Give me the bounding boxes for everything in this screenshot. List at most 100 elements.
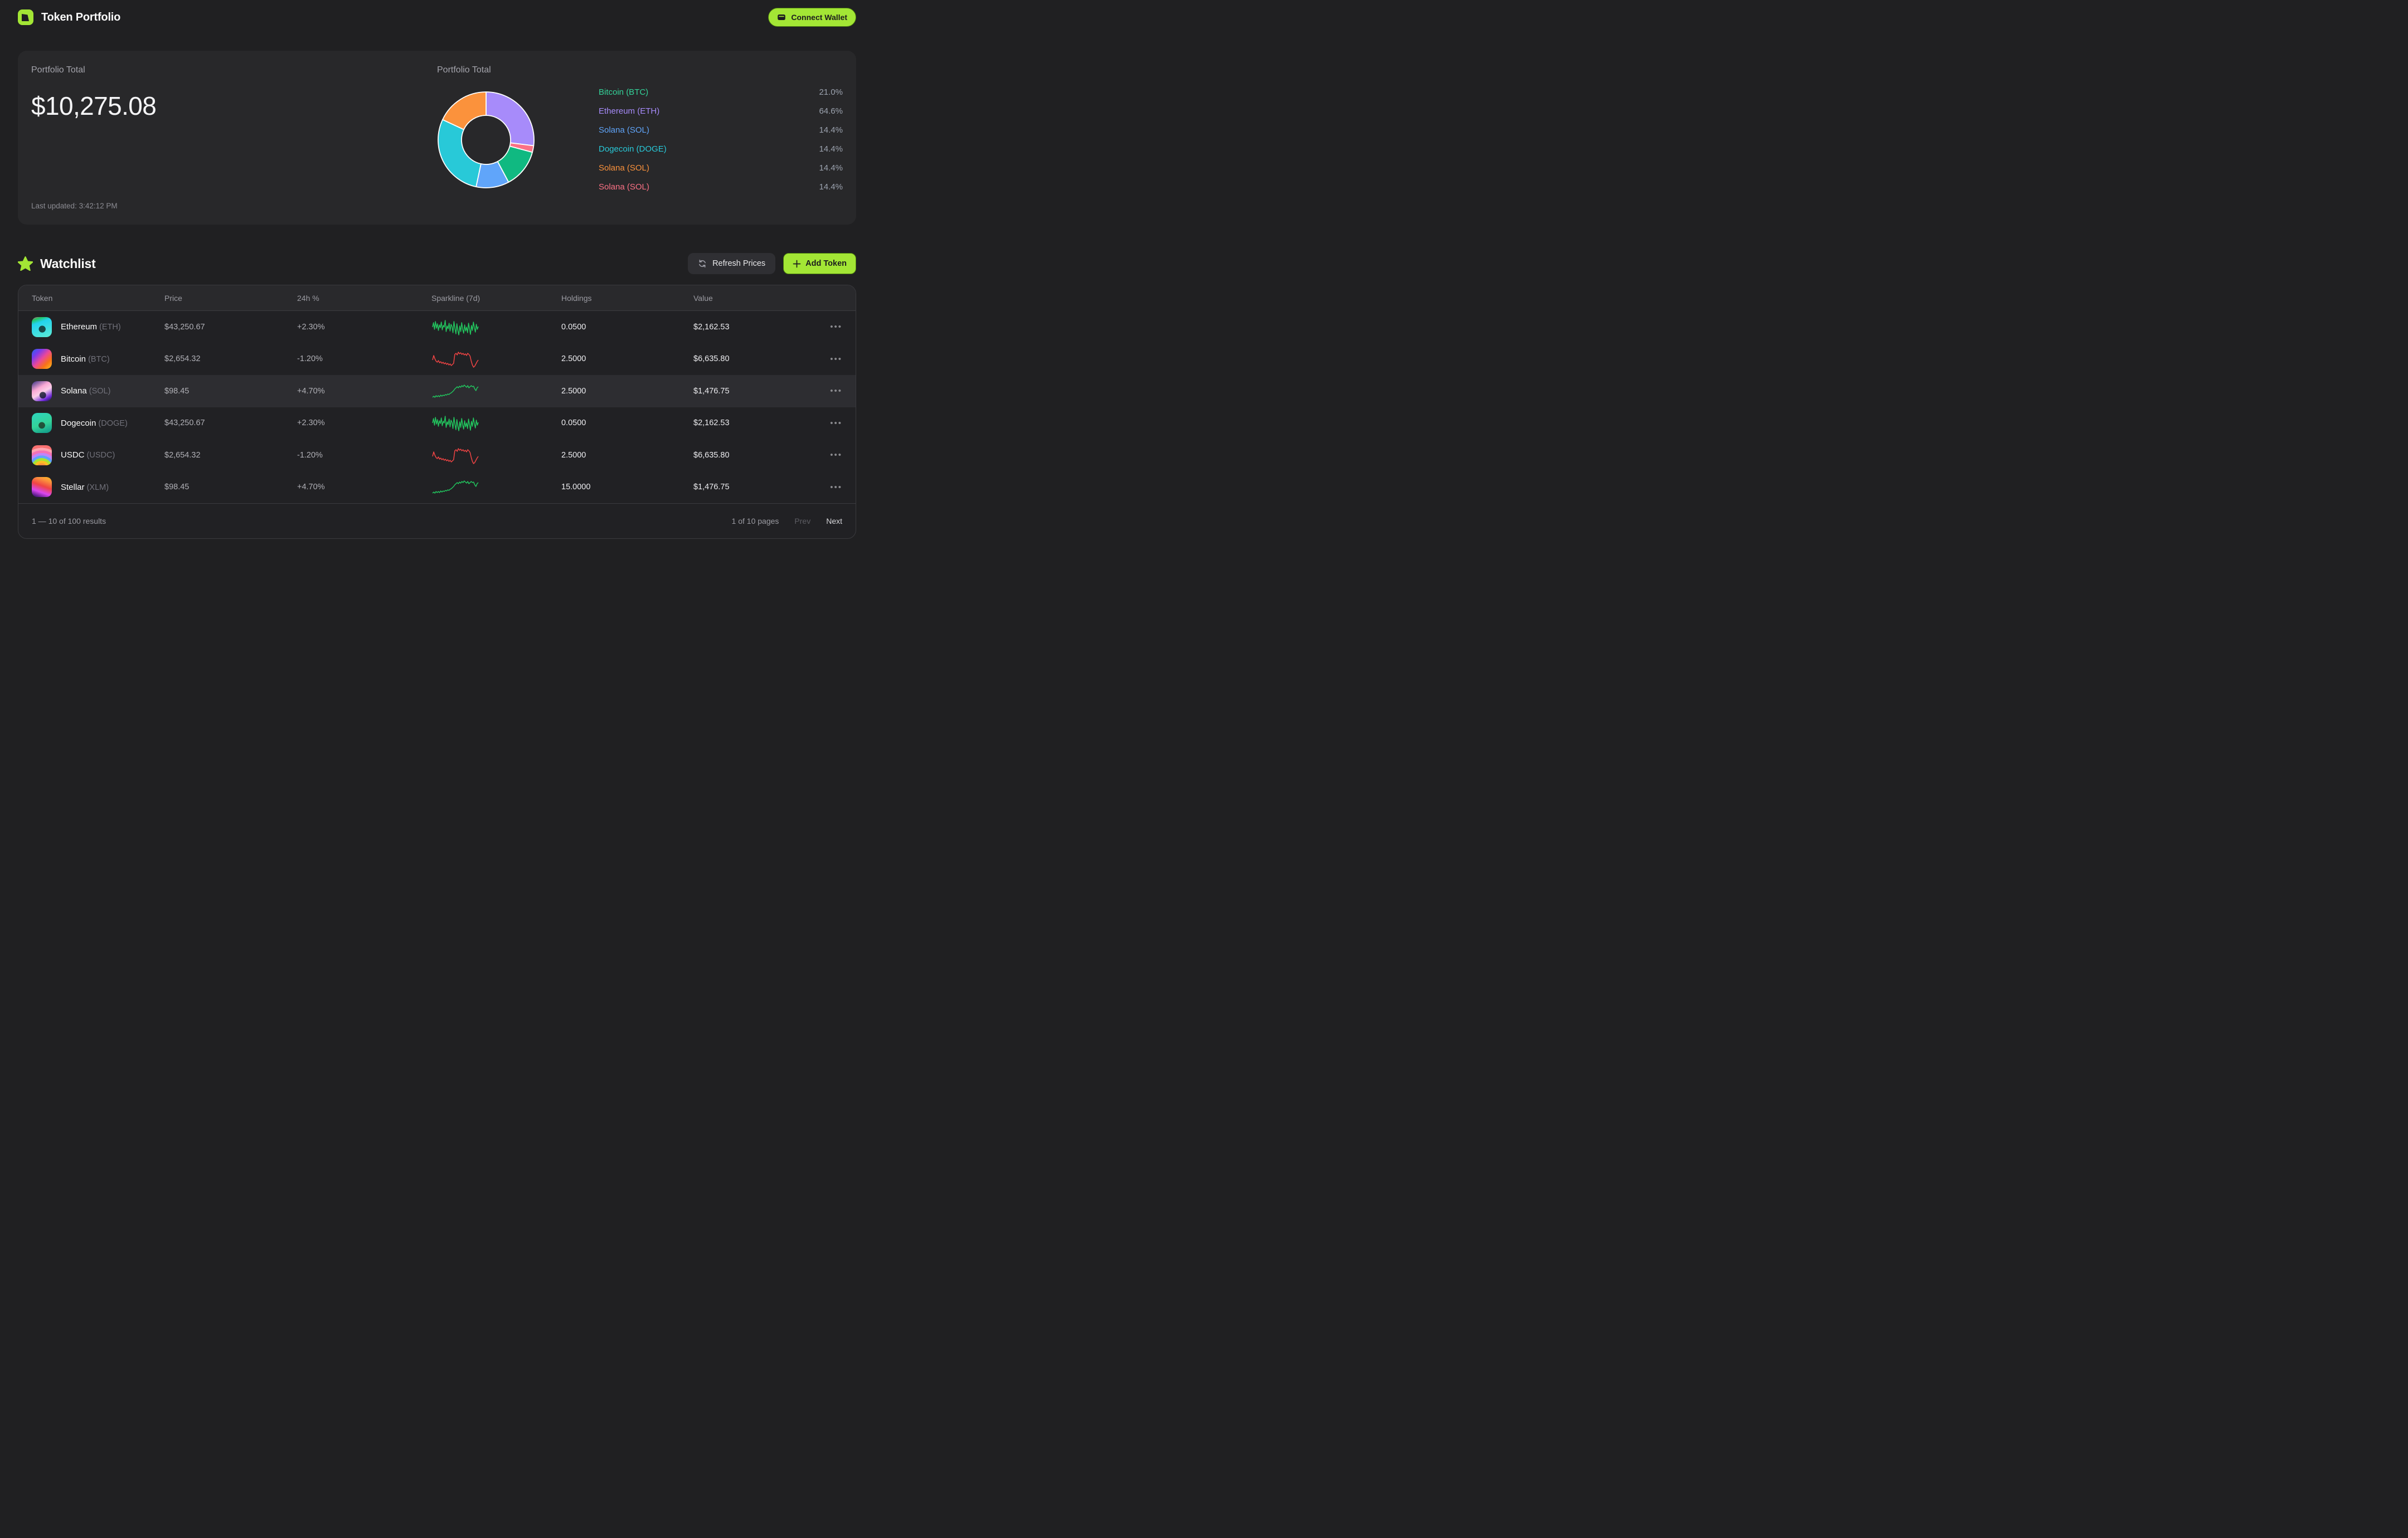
row-menu-button[interactable] <box>830 451 842 459</box>
legend-item: Ethereum (ETH) 64.6% <box>599 106 843 116</box>
watchlist-header: Watchlist Refresh Prices Add Token <box>18 252 856 275</box>
chart-legend: Bitcoin (BTC) 21.0% Ethereum (ETH) 64.6%… <box>599 87 843 192</box>
page-title: Token Portfolio <box>41 11 121 23</box>
token-24h-change: +2.30% <box>297 418 325 428</box>
legend-percent: 21.0% <box>819 87 843 97</box>
token-value: $1,476.75 <box>693 386 730 396</box>
table-row[interactable]: Bitcoin (BTC) $2,654.32 -1.20% 2.5000 $6… <box>18 343 856 376</box>
portfolio-summary-card: Portfolio Total $10,275.08 Last updated:… <box>18 51 856 225</box>
sparkline-chart <box>432 320 479 335</box>
row-menu-button[interactable] <box>830 387 842 395</box>
legend-percent: 14.4% <box>819 163 843 173</box>
row-menu-button[interactable] <box>830 483 842 491</box>
token-ticker: (DOGE) <box>98 418 128 428</box>
token-name: Bitcoin <box>61 354 86 364</box>
col-header-change: 24h % <box>297 293 319 303</box>
connect-wallet-button[interactable]: Connect Wallet <box>768 8 856 27</box>
token-avatar <box>32 381 52 401</box>
token-value: $2,162.53 <box>693 418 730 428</box>
token-value: $1,476.75 <box>693 483 730 492</box>
portfolio-total-label: Portfolio Total <box>31 65 85 75</box>
token-name: USDC <box>61 450 85 460</box>
token-avatar <box>32 349 52 369</box>
legend-item: Bitcoin (BTC) 21.0% <box>599 87 843 97</box>
table-row[interactable]: USDC (USDC) $2,654.32 -1.20% 2.5000 $6,6… <box>18 439 856 471</box>
next-page-button[interactable]: Next <box>826 517 842 525</box>
legend-percent: 14.4% <box>819 125 843 135</box>
token-24h-change: +2.30% <box>297 322 325 332</box>
table-row[interactable]: Dogecoin (DOGE) $43,250.67 +2.30% 0.0500… <box>18 407 856 440</box>
legend-item: Solana (SOL) 14.4% <box>599 125 843 135</box>
token-price: $43,250.67 <box>164 322 205 332</box>
table-row[interactable]: Stellar (XLM) $98.45 +4.70% 15.0000 $1,4… <box>18 471 856 504</box>
sparkline-chart <box>432 384 479 398</box>
token-24h-change: -1.20% <box>297 354 323 364</box>
token-avatar <box>32 317 52 337</box>
row-menu-button[interactable] <box>830 323 842 331</box>
prev-page-button[interactable]: Prev <box>794 517 811 525</box>
sparkline-chart <box>432 480 479 494</box>
legend-label: Solana (SOL) <box>599 125 649 135</box>
legend-percent: 14.4% <box>819 182 843 192</box>
legend-label: Bitcoin (BTC) <box>599 87 649 97</box>
row-menu-button[interactable] <box>830 355 842 363</box>
token-ticker: (BTC) <box>88 354 110 364</box>
token-value: $6,635.80 <box>693 354 730 364</box>
legend-percent: 14.4% <box>819 144 843 154</box>
table-body: Ethereum (ETH) $43,250.67 +2.30% 0.0500 … <box>18 311 856 503</box>
legend-label: Ethereum (ETH) <box>599 106 660 116</box>
token-ticker: (ETH) <box>99 323 121 332</box>
portfolio-total-value: $10,275.08 <box>31 91 157 120</box>
results-count-text: 1 — 10 of 100 results <box>32 517 106 525</box>
portfolio-chart-block: Portfolio Total Bitcoin (BTC) 21.0% Ethe… <box>437 65 843 210</box>
token-value: $2,162.53 <box>693 322 730 332</box>
last-updated-text: Last updated: 3:42:12 PM <box>31 202 118 210</box>
token-avatar <box>32 445 52 465</box>
add-token-button[interactable]: Add Token <box>783 253 856 274</box>
sparkline-chart <box>432 352 479 368</box>
allocation-donut-chart <box>438 91 535 188</box>
token-ticker: (XLM) <box>86 483 109 492</box>
col-header-sparkline: Sparkline (7d) <box>431 293 480 303</box>
legend-label: Dogecoin (DOGE) <box>599 144 667 154</box>
col-header-token: Token <box>32 293 53 303</box>
token-value: $6,635.80 <box>693 450 730 460</box>
token-name: Dogecoin <box>61 418 96 428</box>
col-header-holdings: Holdings <box>561 293 592 303</box>
table-row[interactable]: Ethereum (ETH) $43,250.67 +2.30% 0.0500 … <box>18 311 856 343</box>
token-ticker: (SOL) <box>89 387 111 396</box>
token-price: $2,654.32 <box>164 450 201 460</box>
token-holdings: 15.0000 <box>561 483 591 492</box>
table-header-row: Token Price 24h % Sparkline (7d) Holding… <box>18 285 856 311</box>
table-row[interactable]: Solana (SOL) $98.45 +4.70% 2.5000 $1,476… <box>18 375 856 407</box>
token-holdings: 0.0500 <box>561 322 586 332</box>
token-holdings: 0.0500 <box>561 418 586 428</box>
app-logo-icon <box>18 9 33 25</box>
refresh-prices-button[interactable]: Refresh Prices <box>688 253 776 274</box>
token-price: $98.45 <box>164 483 190 492</box>
connect-wallet-label: Connect Wallet <box>791 13 847 22</box>
token-avatar <box>32 413 52 434</box>
col-header-price: Price <box>164 293 182 303</box>
token-ticker: (USDC) <box>86 451 115 460</box>
legend-item: Dogecoin (DOGE) 14.4% <box>599 144 843 154</box>
plus-icon <box>793 260 801 267</box>
token-name: Ethereum <box>61 322 98 332</box>
row-menu-button[interactable] <box>830 419 842 427</box>
token-24h-change: +4.70% <box>297 483 325 492</box>
refresh-prices-label: Refresh Prices <box>712 259 766 268</box>
token-name: Solana <box>61 386 87 396</box>
sparkline-chart <box>432 448 479 464</box>
wallet-icon <box>778 14 786 20</box>
page-indicator-text: 1 of 10 pages <box>731 517 779 525</box>
col-header-value: Value <box>693 293 713 303</box>
portfolio-total-block: Portfolio Total $10,275.08 Last updated:… <box>31 65 437 210</box>
token-holdings: 2.5000 <box>561 354 586 364</box>
token-price: $43,250.67 <box>164 418 205 428</box>
brand: Token Portfolio <box>18 9 120 25</box>
legend-percent: 64.6% <box>819 106 843 116</box>
legend-item: Solana (SOL) 14.4% <box>599 182 843 192</box>
add-token-label: Add Token <box>805 259 847 268</box>
sparkline-chart <box>432 416 479 431</box>
token-price: $98.45 <box>164 386 190 396</box>
